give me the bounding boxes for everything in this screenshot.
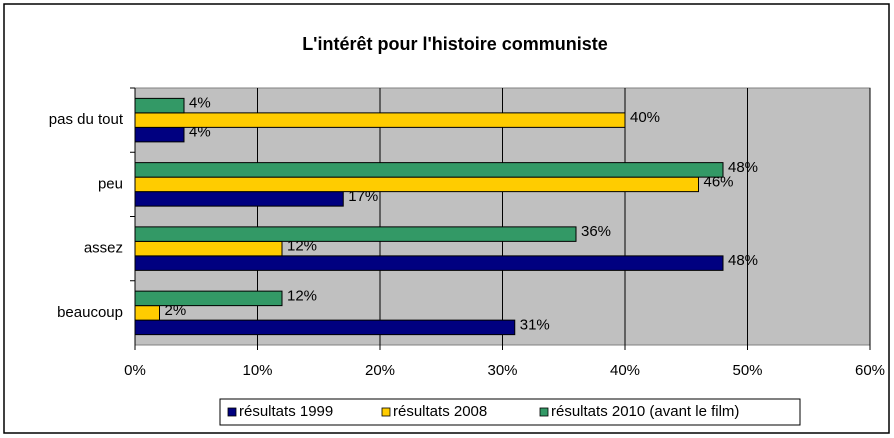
legend-swatch	[539, 407, 549, 417]
legend-label: résultats 2008	[393, 403, 487, 420]
bar	[134, 176, 699, 193]
bar	[134, 226, 577, 242]
y-tick-label: peu	[98, 175, 123, 192]
y-tick-label: pas du tout	[49, 111, 124, 128]
y-tick-label: assez	[84, 240, 123, 257]
x-tick-label: 50%	[732, 362, 762, 379]
legend-swatch	[227, 407, 237, 417]
data-label: 36%	[581, 223, 611, 240]
bar	[134, 162, 724, 178]
data-label: 48%	[728, 252, 758, 269]
x-tick-label: 40%	[610, 362, 640, 379]
chart-title: L'intérêt pour l'histoire communiste	[302, 34, 608, 54]
bar	[134, 255, 724, 271]
bar	[134, 290, 283, 307]
bar	[134, 305, 160, 321]
bar	[134, 319, 516, 336]
bar	[134, 112, 626, 128]
legend-label: résultats 2010 (avant le film)	[551, 403, 739, 420]
x-tick-label: 0%	[124, 362, 146, 379]
data-label: 12%	[287, 287, 317, 304]
bar	[134, 97, 185, 114]
data-label: 48%	[728, 159, 758, 176]
data-label: 40%	[630, 109, 660, 126]
bar	[134, 126, 185, 143]
x-tick-label: 30%	[487, 362, 517, 379]
legend-swatch	[381, 407, 391, 417]
bar	[134, 191, 344, 207]
data-label: 31%	[520, 316, 550, 333]
x-tick-label: 10%	[242, 362, 272, 379]
x-tick-label: 20%	[365, 362, 395, 379]
x-tick-label: 60%	[855, 362, 885, 379]
y-tick-label: beaucoup	[57, 304, 123, 321]
legend-label: résultats 1999	[239, 403, 333, 420]
legend-box	[219, 398, 801, 426]
data-label: 4%	[189, 95, 211, 112]
bar	[134, 240, 283, 257]
